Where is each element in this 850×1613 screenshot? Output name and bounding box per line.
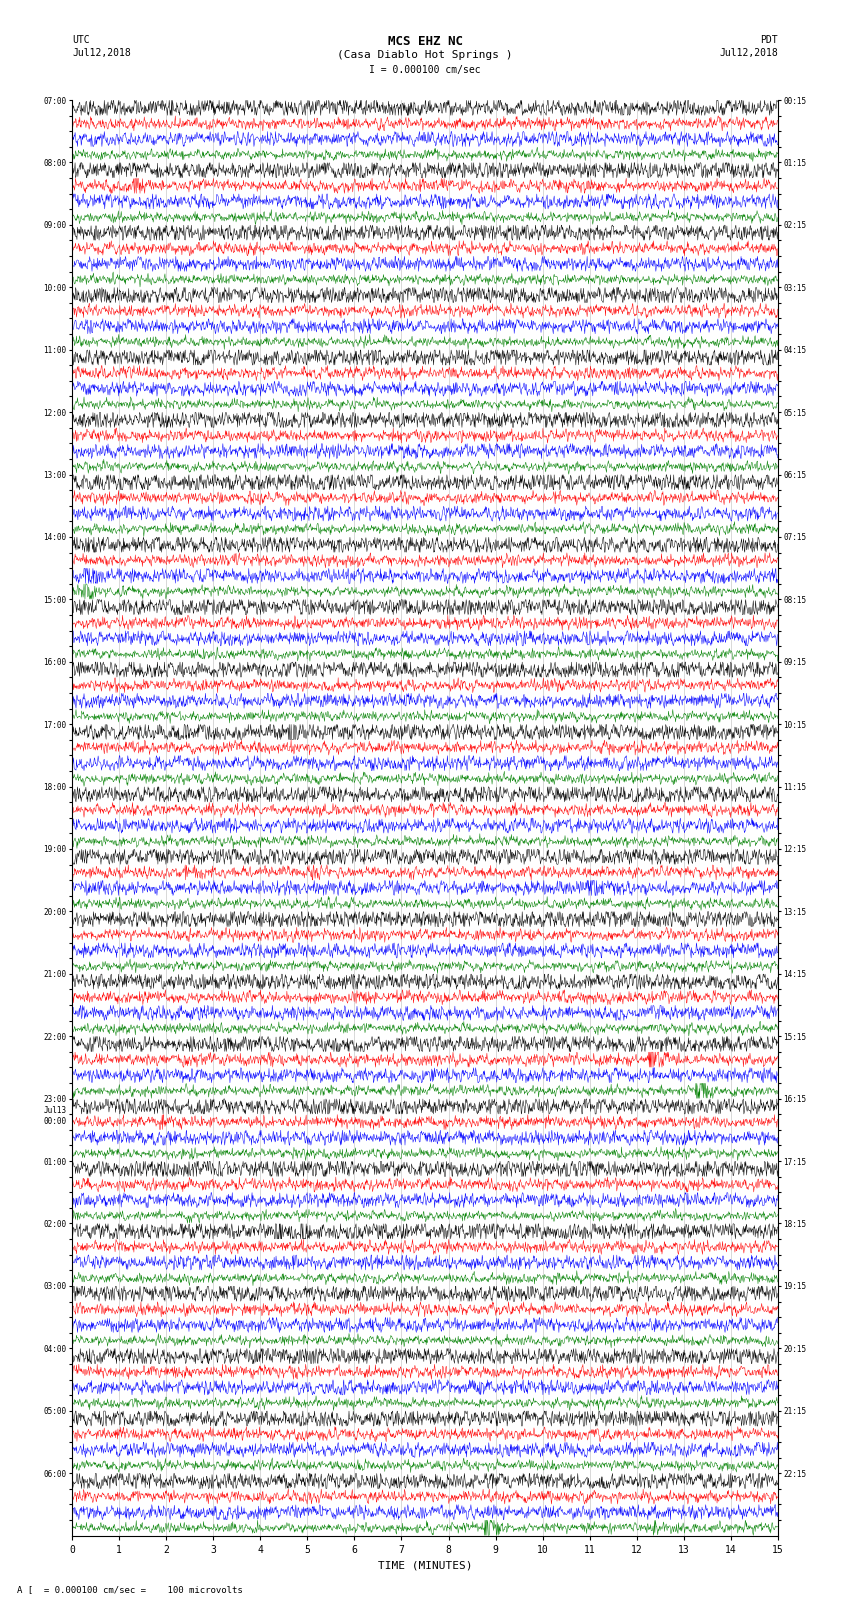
Text: UTC: UTC — [72, 35, 90, 45]
Text: PDT: PDT — [760, 35, 778, 45]
Text: MCS EHZ NC: MCS EHZ NC — [388, 35, 462, 48]
Text: I = 0.000100 cm/sec: I = 0.000100 cm/sec — [369, 65, 481, 74]
Text: (Casa Diablo Hot Springs ): (Casa Diablo Hot Springs ) — [337, 50, 513, 60]
X-axis label: TIME (MINUTES): TIME (MINUTES) — [377, 1560, 473, 1569]
Text: Jul12,2018: Jul12,2018 — [719, 48, 778, 58]
Text: Jul12,2018: Jul12,2018 — [72, 48, 131, 58]
Text: A [  = 0.000100 cm/sec =    100 microvolts: A [ = 0.000100 cm/sec = 100 microvolts — [17, 1584, 243, 1594]
